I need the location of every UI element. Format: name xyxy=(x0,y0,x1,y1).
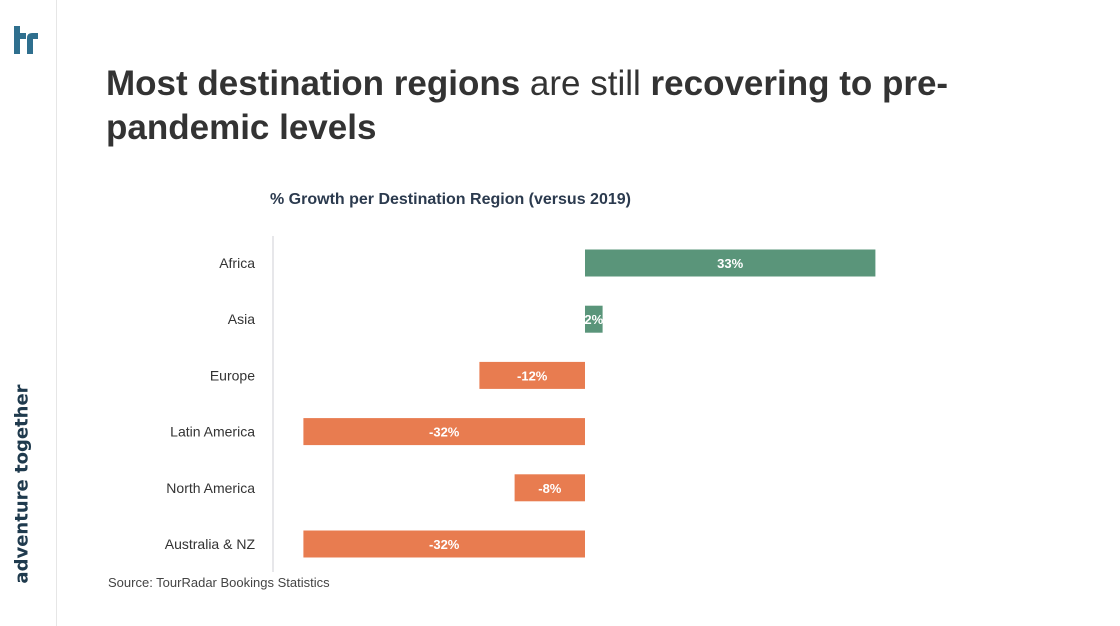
data-label: -12% xyxy=(517,368,548,383)
category-label: Latin America xyxy=(170,424,255,440)
bar xyxy=(303,530,585,558)
title-segment: Most destination regions xyxy=(106,64,521,103)
bar xyxy=(479,361,585,389)
bar xyxy=(585,305,603,333)
bar xyxy=(514,474,585,502)
category-label: Asia xyxy=(228,311,255,327)
data-label: -32% xyxy=(429,425,460,440)
category-label: Europe xyxy=(210,367,255,383)
category-label: Australia & NZ xyxy=(165,536,256,552)
data-label: -32% xyxy=(429,537,460,552)
title-segment: recovering to pre-pandemic levels xyxy=(106,64,949,147)
title-segment: are still xyxy=(520,64,651,103)
category-label: Africa xyxy=(219,255,255,271)
data-label: 2% xyxy=(584,312,603,327)
bar xyxy=(303,418,585,446)
source-note: Source: TourRadar Bookings Statistics xyxy=(108,575,330,590)
bar xyxy=(585,249,876,277)
data-label: -8% xyxy=(538,481,562,496)
page-title: Most destination regions are still recov… xyxy=(106,62,1006,150)
tourradar-logo-icon xyxy=(14,26,38,54)
chart-title: % Growth per Destination Region (versus … xyxy=(270,191,631,208)
data-label: 33% xyxy=(717,256,743,271)
sidebar-divider xyxy=(56,0,57,626)
category-label: North America xyxy=(166,480,255,496)
